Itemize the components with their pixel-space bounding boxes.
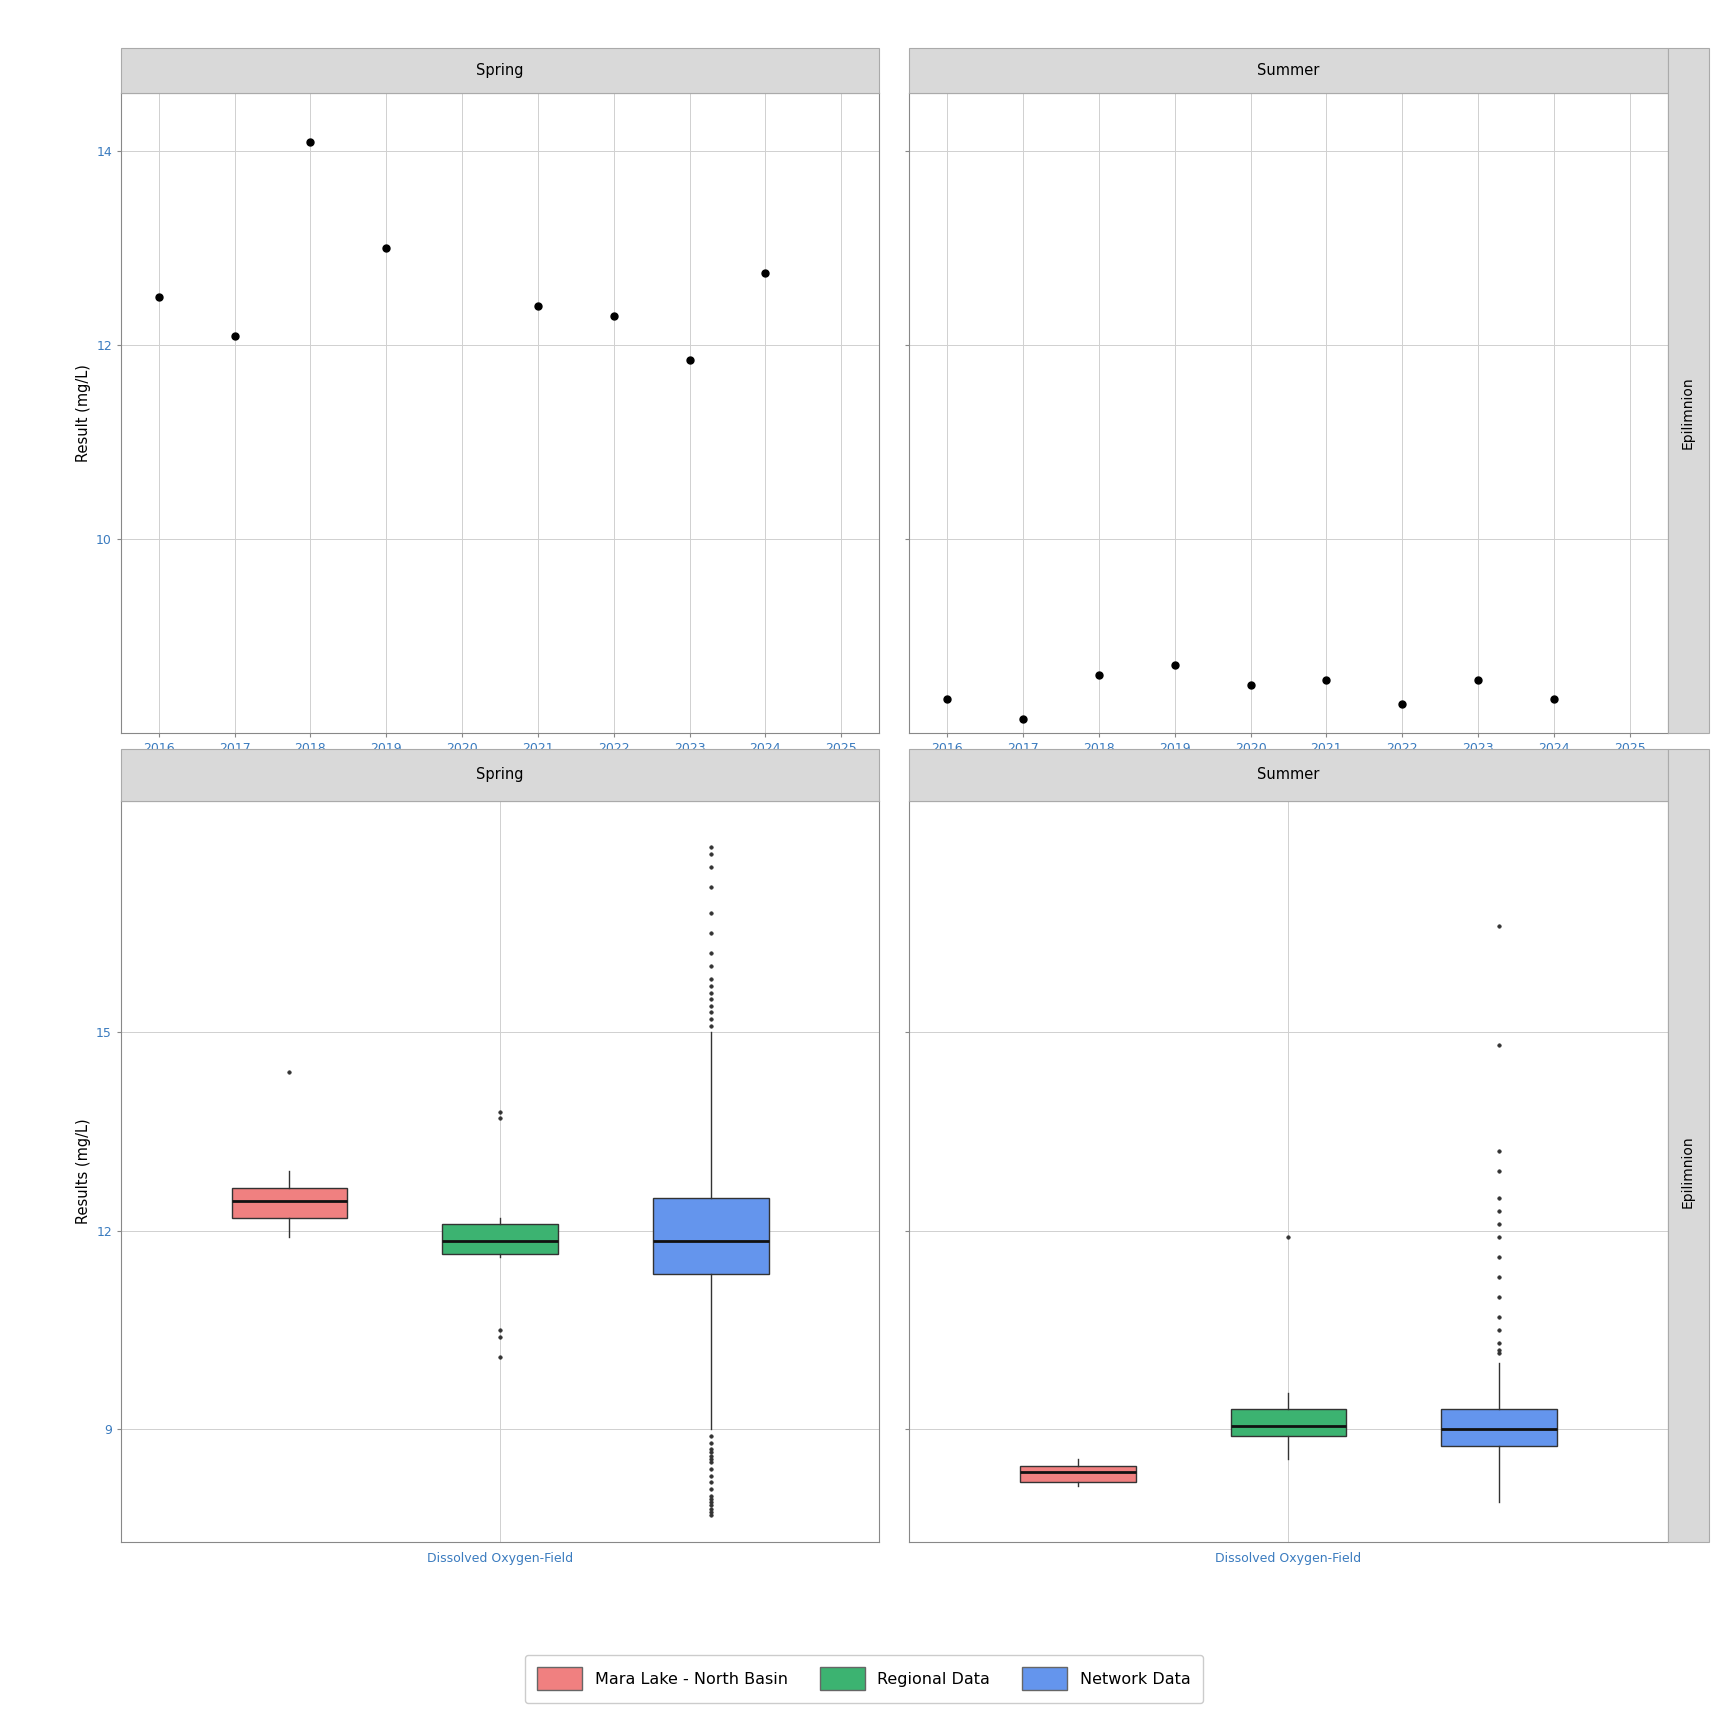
Text: Comparison with Network Data: Comparison with Network Data bbox=[121, 764, 537, 788]
Text: Summer: Summer bbox=[1258, 64, 1320, 78]
Text: Spring: Spring bbox=[477, 767, 524, 783]
FancyBboxPatch shape bbox=[909, 48, 1668, 93]
Y-axis label: Result (mg/L): Result (mg/L) bbox=[76, 365, 90, 461]
FancyBboxPatch shape bbox=[1668, 748, 1709, 1541]
FancyBboxPatch shape bbox=[909, 748, 1668, 800]
Text: Dissolved Oxygen-Field: Dissolved Oxygen-Field bbox=[121, 69, 434, 93]
Text: Epilimnion: Epilimnion bbox=[1681, 377, 1695, 449]
Legend: Mara Lake - North Basin, Regional Data, Network Data: Mara Lake - North Basin, Regional Data, … bbox=[525, 1655, 1203, 1702]
Bar bbox=[232, 1187, 347, 1218]
FancyBboxPatch shape bbox=[1668, 48, 1709, 733]
Bar bbox=[1020, 1465, 1135, 1483]
FancyBboxPatch shape bbox=[121, 48, 880, 93]
Bar bbox=[442, 1223, 558, 1255]
Bar bbox=[1230, 1410, 1346, 1436]
Bar bbox=[653, 1198, 769, 1274]
Text: Epilimnion: Epilimnion bbox=[1681, 1135, 1695, 1208]
FancyBboxPatch shape bbox=[121, 748, 880, 800]
Bar bbox=[1441, 1410, 1557, 1446]
Text: Summer: Summer bbox=[1258, 767, 1320, 783]
Y-axis label: Results (mg/L): Results (mg/L) bbox=[76, 1118, 90, 1223]
Text: Spring: Spring bbox=[477, 64, 524, 78]
